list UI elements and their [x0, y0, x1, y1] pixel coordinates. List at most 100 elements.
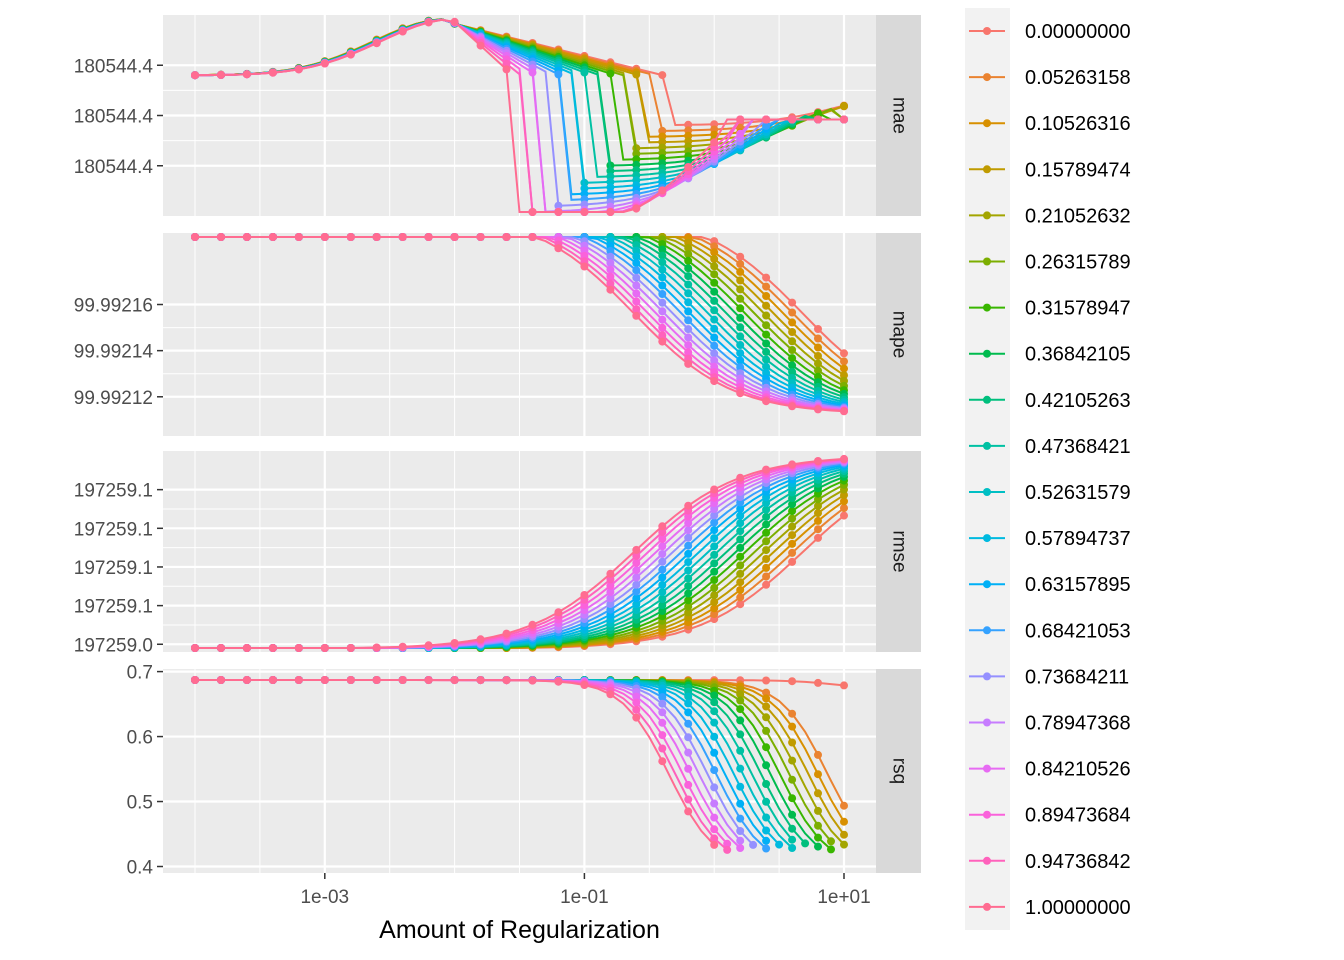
data-point-rmse-13 — [684, 541, 693, 550]
data-point-rmse-19 — [268, 644, 277, 652]
data-point-mae-19 — [346, 50, 355, 59]
data-point-mape-6 — [788, 354, 797, 363]
data-point-mape-12 — [632, 259, 641, 268]
data-point-rmse-5 — [736, 561, 745, 570]
data-point-mape-19 — [632, 311, 641, 320]
data-point-mape-19 — [788, 402, 797, 411]
y-tick-label-mae: 180544.4 — [74, 157, 154, 178]
legend-key-point — [983, 73, 991, 82]
data-point-mape-19 — [528, 233, 537, 241]
data-point-mape-19 — [606, 285, 615, 294]
x-tick-label: 1e-03 — [300, 887, 349, 908]
data-point-rsq-16 — [736, 844, 745, 852]
data-point-rmse-2 — [762, 563, 771, 572]
data-point-rmse-10 — [658, 588, 667, 597]
data-point-rsq-19 — [502, 676, 511, 685]
data-point-rsq-19 — [294, 676, 303, 684]
data-point-rmse-18 — [606, 575, 615, 584]
legend-key-point — [983, 534, 991, 543]
data-point-rsq-8 — [788, 824, 797, 833]
legend-label: 0.31578947 — [1025, 298, 1131, 320]
data-point-rsq-6 — [762, 743, 771, 752]
data-point-rsq-11 — [736, 782, 745, 791]
data-point-mape-6 — [710, 278, 719, 287]
facet-strip-label: mape — [888, 311, 909, 359]
data-point-rsq-16 — [710, 813, 719, 822]
legend-key-point — [983, 395, 991, 404]
data-point-mape-19 — [814, 405, 822, 414]
data-point-rmse-12 — [684, 549, 693, 558]
data-point-rmse-19 — [217, 644, 225, 652]
data-point-rmse-0 — [840, 511, 848, 520]
data-point-mape-16 — [606, 265, 615, 274]
legend-label: 0.10526316 — [1025, 113, 1131, 135]
data-point-mape-19 — [658, 337, 667, 346]
data-point-mape-11 — [710, 324, 719, 333]
data-point-mape-13 — [606, 247, 615, 255]
legend-label: 0.84210526 — [1025, 759, 1131, 781]
data-point-rmse-18 — [658, 528, 667, 537]
data-point-rsq-16 — [658, 718, 667, 727]
data-point-mae-19 — [684, 163, 693, 171]
data-point-rsq-17 — [723, 839, 732, 848]
data-point-rmse-19 — [840, 454, 848, 463]
data-point-mape-17 — [606, 272, 615, 281]
data-point-rmse-10 — [632, 606, 641, 614]
legend-key-point — [983, 257, 991, 266]
data-point-rmse-11 — [736, 511, 745, 520]
legend-label: 0.36842105 — [1025, 344, 1131, 366]
data-point-rsq-11 — [775, 840, 784, 849]
x-tick-label: 1e+01 — [817, 887, 870, 908]
data-point-mape-8 — [710, 296, 719, 305]
data-point-rmse-7 — [658, 607, 667, 615]
data-point-mae-19 — [191, 71, 199, 80]
data-point-mae-16 — [736, 129, 745, 138]
data-point-mape-17 — [632, 297, 641, 306]
data-point-rmse-7 — [684, 589, 693, 598]
data-point-mae-19 — [268, 68, 277, 77]
data-point-mape-10 — [762, 362, 771, 371]
legend-label: 1.00000000 — [1025, 897, 1131, 919]
data-point-mape-9 — [632, 241, 641, 250]
data-point-rmse-15 — [606, 594, 615, 603]
data-point-rsq-19 — [346, 676, 355, 684]
data-point-rmse-12 — [632, 594, 641, 603]
data-point-mape-8 — [684, 272, 693, 281]
data-point-rsq-19 — [580, 681, 589, 689]
data-point-rsq-0 — [788, 677, 797, 686]
data-point-mape-14 — [606, 252, 615, 261]
data-point-mae-3 — [658, 138, 667, 146]
data-point-rmse-1 — [710, 610, 719, 618]
data-point-rmse-19 — [320, 644, 329, 652]
data-point-mape-13 — [632, 266, 641, 275]
data-point-rmse-4 — [710, 591, 719, 600]
data-point-rsq-15 — [710, 799, 719, 808]
data-point-mape-10 — [710, 315, 719, 324]
data-point-mape-7 — [684, 264, 693, 273]
data-point-rmse-11 — [632, 600, 641, 609]
data-point-rmse-14 — [658, 557, 667, 566]
data-point-mape-5 — [814, 366, 822, 375]
data-point-rsq-19 — [632, 713, 641, 722]
data-point-rmse-12 — [710, 526, 719, 535]
data-point-rsq-5 — [762, 726, 771, 735]
data-point-rmse-6 — [788, 507, 797, 516]
data-point-mae-19 — [528, 208, 537, 216]
data-point-mape-19 — [736, 389, 745, 398]
data-point-rsq-8 — [736, 730, 745, 739]
data-point-mae-9 — [580, 68, 589, 77]
data-point-rsq-4 — [788, 756, 797, 765]
data-point-mape-19 — [191, 233, 199, 241]
data-point-mae-2 — [658, 132, 667, 141]
data-point-mae-19 — [372, 39, 381, 48]
data-point-rmse-0 — [788, 557, 797, 566]
data-point-mape-11 — [684, 298, 693, 307]
data-point-rmse-6 — [684, 596, 693, 605]
legend-label: 0.26315789 — [1025, 252, 1131, 274]
data-point-rmse-19 — [684, 501, 693, 510]
data-point-mape-2 — [710, 248, 719, 257]
data-point-mape-3 — [762, 301, 771, 310]
data-point-rsq-4 — [762, 713, 771, 722]
data-point-mape-2 — [762, 292, 771, 300]
data-point-rmse-7 — [710, 567, 719, 576]
